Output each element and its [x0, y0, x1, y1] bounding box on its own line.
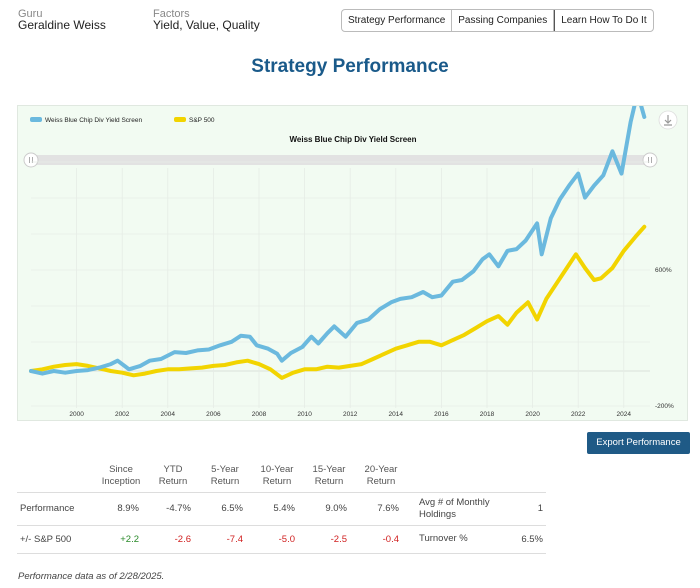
range-handle-right[interactable] [642, 152, 658, 168]
table-row-vs-sp500: +/- S&P 500 +2.2 -2.6 -7.4 -5.0 -2.5 -0.… [17, 524, 546, 554]
table-header-row: Since Inception YTD Return 5-Year Return 10… [17, 460, 546, 492]
header-5yr: 5-Year Return [210, 463, 240, 487]
x-tick-label: 2008 [252, 411, 267, 418]
chart-svg: Weiss Blue Chip Div Yield Screen S&P 500… [23, 106, 678, 418]
tab-passing-companies[interactable]: Passing Companies [452, 10, 555, 31]
x-tick-label: 2018 [480, 411, 495, 418]
cell-value: 5.4% [251, 491, 303, 525]
x-tick-label: 2016 [434, 411, 449, 418]
strategy-tabs: Strategy Performance Passing Companies L… [341, 9, 654, 32]
header-20yr: 20-Year Return [364, 463, 398, 487]
x-tick-label: 2002 [115, 411, 130, 418]
chart-title: Weiss Blue Chip Div Yield Screen [289, 135, 416, 144]
series-line-strategy[interactable] [29, 106, 647, 376]
cell-value: 6.5% [199, 491, 251, 525]
performance-chart: Weiss Blue Chip Div Yield Screen S&P 500… [17, 105, 688, 421]
guru-name: Geraldine Weiss [18, 18, 106, 32]
x-tick-label: 2020 [525, 411, 540, 418]
header-15yr: 15-Year Return [312, 463, 346, 487]
download-icon[interactable] [658, 110, 678, 130]
x-tick-label: 2006 [206, 411, 221, 418]
x-tick-label: 2010 [297, 411, 312, 418]
cell-value: 7.6% [355, 491, 407, 525]
cell-value: -7.4 [199, 524, 251, 554]
factors-value: Yield, Value, Quality [153, 18, 260, 32]
legend-label-strategy[interactable]: Weiss Blue Chip Div Yield Screen [45, 117, 142, 124]
series-line-sp500[interactable] [29, 224, 647, 380]
turnover-value: 6.5% [502, 524, 546, 554]
avg-holdings-value: 1 [502, 491, 546, 525]
factors-label: Factors [153, 8, 190, 20]
cell-value: -4.7% [147, 491, 199, 525]
guru-label: Guru [18, 8, 43, 20]
cell-value: -0.4 [355, 524, 407, 554]
data-as-of-footnote: Performance data as of 2/28/2025. [18, 571, 165, 582]
tab-strategy-performance[interactable]: Strategy Performance [342, 10, 453, 31]
row-label: Performance [17, 491, 95, 525]
range-navigator[interactable] [31, 155, 650, 165]
row-label: +/- S&P 500 [17, 524, 95, 554]
y-tick-label: 600% [655, 267, 672, 274]
turnover-label: Turnover % [407, 524, 502, 554]
x-tick-label: 2000 [69, 411, 84, 418]
x-tick-label: 2012 [343, 411, 358, 418]
range-handle-left[interactable] [23, 152, 39, 168]
y-tick-label: -200% [655, 403, 674, 410]
cell-value: -2.6 [147, 524, 199, 554]
x-tick-label: 2024 [617, 411, 632, 418]
page-title: Strategy Performance [251, 56, 449, 77]
tab-learn-how[interactable]: Learn How To Do It [554, 10, 652, 31]
header-since-inception: Since Inception [101, 463, 141, 487]
cell-value: -5.0 [251, 524, 303, 554]
legend-label-benchmark[interactable]: S&P 500 [189, 117, 215, 124]
cell-value: +2.2 [95, 524, 147, 554]
cell-value: 9.0% [303, 491, 355, 525]
table-row-performance: Performance 8.9% -4.7% 6.5% 5.4% 9.0% 7.… [17, 491, 546, 525]
cell-value: -2.5 [303, 524, 355, 554]
legend-swatch-strategy [30, 117, 42, 122]
header-10yr: 10-Year Return [260, 463, 294, 487]
avg-holdings-label: Avg # of Monthly Holdings [407, 491, 502, 525]
x-tick-label: 2014 [389, 411, 404, 418]
x-tick-label: 2004 [161, 411, 176, 418]
export-performance-button[interactable]: Export Performance Data [587, 432, 690, 470]
x-tick-label: 2022 [571, 411, 586, 418]
performance-table: Since Inception YTD Return 5-Year Return 10… [17, 460, 546, 554]
legend-swatch-benchmark [174, 117, 186, 122]
header-ytd: YTD Return [158, 463, 188, 487]
cell-value: 8.9% [95, 491, 147, 525]
